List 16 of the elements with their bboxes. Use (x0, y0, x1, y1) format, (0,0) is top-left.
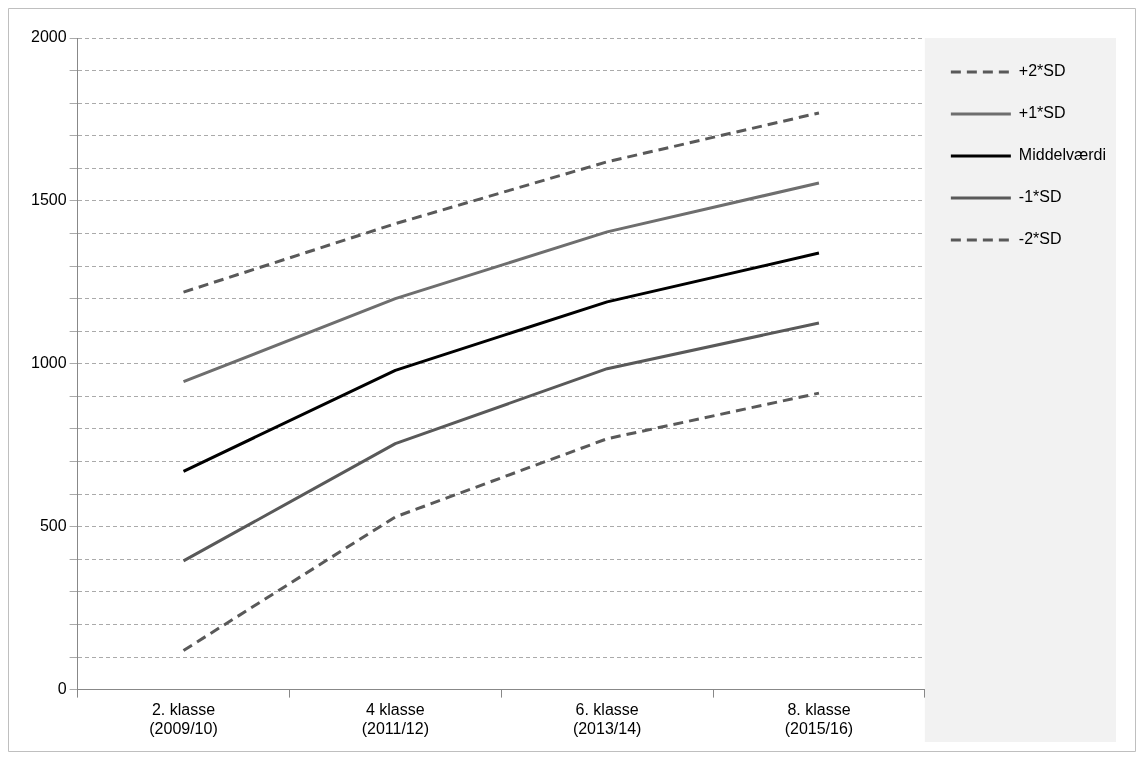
line-series (182, 111, 821, 294)
legend-label: -1*SD (1018, 188, 1062, 206)
x-tick-label: 8. klasse (2015/16) (784, 700, 854, 737)
line-series (182, 391, 821, 652)
legend-label: -2*SD (1018, 230, 1062, 248)
y-tick-label: 1000 (31, 354, 67, 372)
y-tick-label: 0 (57, 680, 67, 698)
legend-label: +2*SD (1018, 62, 1066, 80)
y-tick-label: 1500 (31, 191, 67, 209)
y-tick-label: 2000 (31, 28, 67, 46)
x-tick-label: 4 klasse (2011/12) (361, 700, 429, 737)
x-tick-label: 6. klasse (2013/14) (572, 700, 642, 737)
legend-label: +1*SD (1018, 104, 1066, 122)
legend-label: Middelværdi (1018, 146, 1106, 164)
x-tick-label: 2. klasse (2009/10) (149, 700, 218, 737)
y-tick-label: 500 (39, 517, 67, 535)
